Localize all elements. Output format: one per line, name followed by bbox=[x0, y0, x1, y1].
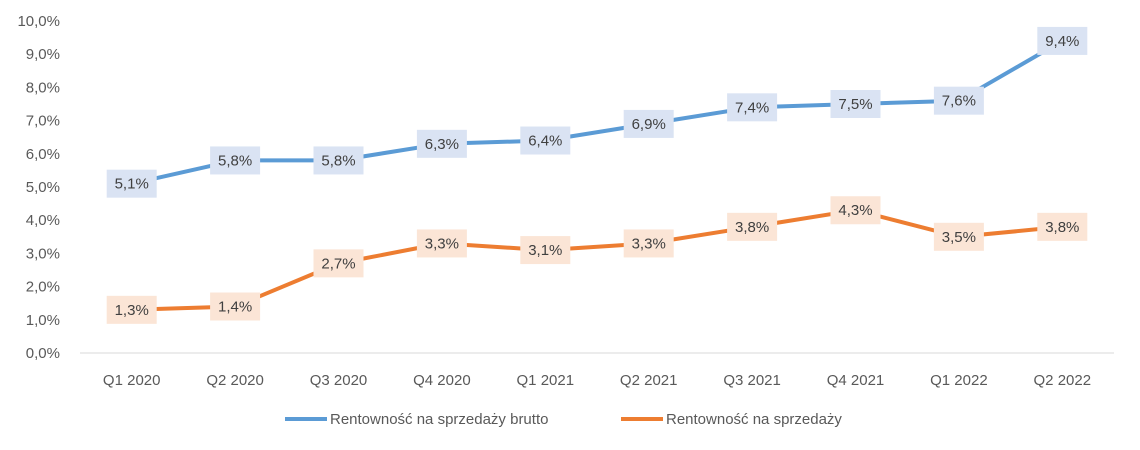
data-label: 5,8% bbox=[218, 152, 252, 169]
data-label-box bbox=[416, 229, 467, 258]
data-label: 3,3% bbox=[632, 235, 666, 252]
data-label-box bbox=[106, 169, 157, 198]
data-label: 1,3% bbox=[115, 302, 149, 319]
x-tick-label: Q1 2021 bbox=[517, 372, 575, 389]
data-label-box bbox=[210, 292, 261, 321]
data-label: 6,4% bbox=[528, 133, 562, 150]
data-label-box bbox=[106, 295, 157, 324]
y-tick-label: 4,0% bbox=[26, 212, 60, 229]
y-tick-label: 2,0% bbox=[26, 279, 60, 296]
data-label: 6,3% bbox=[425, 136, 459, 153]
data-label: 2,7% bbox=[321, 255, 355, 272]
y-axis: 0,0% 1,0% 2,0% 3,0% 4,0% 5,0% 6,0% 7,0% 8,0% 9,0%… bbox=[17, 13, 60, 362]
x-tick-label: Q3 2021 bbox=[723, 372, 781, 389]
data-label: 6,9% bbox=[632, 116, 666, 133]
data-label-box bbox=[727, 93, 778, 122]
y-tick-label: 3,0% bbox=[26, 245, 60, 262]
data-label-box bbox=[830, 196, 881, 225]
x-tick-label: Q4 2021 bbox=[827, 372, 885, 389]
series-line-2 bbox=[129, 208, 1065, 312]
data-label: 3,8% bbox=[1045, 219, 1079, 236]
data-label-box bbox=[1037, 26, 1088, 55]
data-label: 4,3% bbox=[838, 202, 872, 219]
data-label-box bbox=[623, 229, 674, 258]
data-label: 5,1% bbox=[115, 176, 149, 193]
x-tick-label: Q3 2020 bbox=[310, 372, 368, 389]
y-tick-label: 1,0% bbox=[26, 312, 60, 329]
data-label: 3,1% bbox=[528, 242, 562, 259]
series-line-1 bbox=[129, 38, 1065, 186]
data-label-box bbox=[830, 90, 881, 118]
x-tick-label: Q1 2022 bbox=[930, 372, 988, 389]
legend-label: Rentowność na sprzedaży brutto bbox=[330, 411, 548, 428]
data-label-box bbox=[520, 236, 571, 265]
data-label: 3,8% bbox=[735, 219, 769, 236]
x-tick-label: Q2 2022 bbox=[1034, 372, 1092, 389]
data-label: 3,5% bbox=[942, 229, 976, 246]
y-tick-label: 6,0% bbox=[26, 146, 60, 163]
data-label: 7,5% bbox=[838, 96, 872, 113]
y-tick-label: 0,0% bbox=[26, 345, 60, 362]
data-label-box bbox=[933, 86, 984, 115]
data-label: 3,3% bbox=[425, 235, 459, 252]
x-tick-label: Q4 2020 bbox=[413, 372, 471, 389]
legend: Rentowność na sprzedaży brutto Rentowność… bbox=[285, 411, 842, 428]
data-label: 9,4% bbox=[1045, 33, 1079, 50]
data-label: 1,4% bbox=[218, 299, 252, 316]
data-label-box bbox=[313, 146, 364, 175]
x-tick-label: Q2 2020 bbox=[206, 372, 264, 389]
x-tick-label: Q2 2021 bbox=[620, 372, 678, 389]
x-tick-label: Q1 2020 bbox=[103, 372, 161, 389]
data-label-box bbox=[623, 109, 674, 138]
y-tick-label: 9,0% bbox=[26, 46, 60, 63]
data-label: 7,6% bbox=[942, 93, 976, 110]
series-lines bbox=[129, 38, 1065, 312]
y-tick-label: 5,0% bbox=[26, 179, 60, 196]
y-tick-label: 7,0% bbox=[26, 113, 60, 130]
data-labels: 5,1% 5,8% 5,8% 6,3% 6,4% 6,9% 7,4% 7,5% 7,6% 9,4%… bbox=[106, 26, 1088, 324]
data-label-box bbox=[727, 212, 778, 241]
data-label-box bbox=[416, 129, 467, 158]
data-label-box bbox=[1037, 212, 1088, 241]
x-axis: Q1 2020 Q2 2020 Q3 2020 Q4 2020 Q1 2021 Q2 20… bbox=[80, 352, 1114, 389]
data-label-box bbox=[210, 146, 261, 175]
legend-label: Rentowność na sprzedaży bbox=[666, 411, 842, 428]
data-label-box bbox=[313, 249, 364, 278]
data-label: 7,4% bbox=[735, 99, 769, 116]
y-tick-label: 8,0% bbox=[26, 79, 60, 96]
data-label: 5,8% bbox=[321, 152, 355, 169]
y-tick-label: 10,0% bbox=[17, 13, 60, 30]
data-label-box bbox=[933, 222, 984, 251]
data-label-box bbox=[520, 126, 571, 155]
